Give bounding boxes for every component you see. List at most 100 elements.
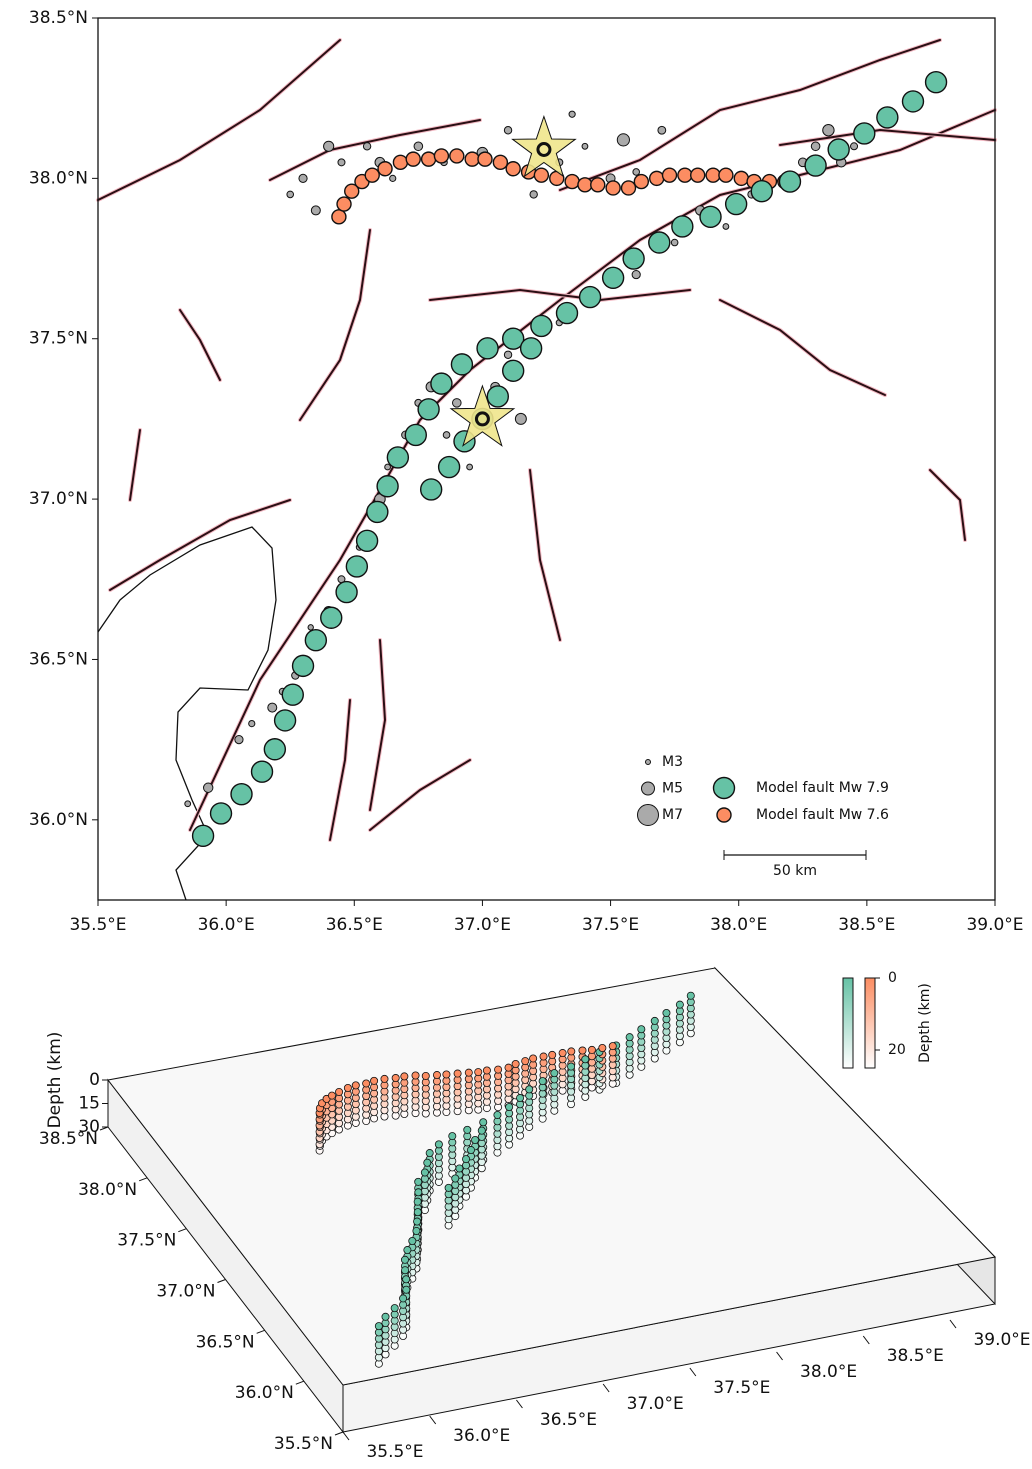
aftershock: [616, 133, 630, 147]
fault-patch: [403, 1246, 412, 1255]
fault-patch: [400, 1255, 409, 1264]
fault-point: [501, 359, 525, 382]
aftershock: [722, 223, 730, 230]
fault-point: [392, 154, 409, 171]
fault-patch: [412, 1226, 421, 1235]
fault-patch: [381, 1312, 390, 1321]
fault-point: [437, 455, 461, 479]
x-tick: [516, 1399, 523, 1409]
x-tick-label: 35.5°E: [69, 915, 126, 935]
fault-point: [230, 782, 253, 806]
fault-patch: [455, 1164, 464, 1173]
fault-point: [577, 177, 593, 193]
fault-point: [827, 138, 850, 161]
fault-point: [404, 423, 427, 447]
fault-patch: [482, 1066, 491, 1075]
fault-patch: [399, 1294, 408, 1303]
aftershock: [323, 140, 335, 152]
z-axis-label: Depth (km): [45, 1032, 65, 1129]
fault-point: [417, 398, 440, 421]
x-tick-label: 37.5°E: [713, 1378, 770, 1398]
y-tick-label: 36.5°N: [196, 1332, 255, 1352]
fault-patch: [539, 1052, 548, 1061]
fault-patch: [327, 1091, 336, 1100]
fault-patch: [451, 1174, 460, 1183]
fault-patch: [413, 1197, 422, 1206]
plot-3d: 35.5°E 36.0°E 36.5°E 37.0°E 37.5°E 38.0°E 38.5…: [39, 970, 1031, 1462]
fault-point: [209, 802, 233, 825]
fault-point: [718, 167, 734, 183]
x-tick-label: 36.0°E: [453, 1426, 510, 1446]
fault-point: [530, 314, 553, 338]
y-tick-label: 36.5°N: [29, 649, 88, 669]
size-legend-label: M3: [662, 754, 683, 770]
map-layer: 35.5°E 36.0°E 36.5°E 37.0°E 37.5°E 38.0°E 38.5…: [29, 8, 1024, 935]
fault-point: [649, 170, 665, 187]
y-tick-label: 37.0°N: [156, 1282, 215, 1302]
fault-patch: [567, 1062, 576, 1071]
fault-patch: [587, 1045, 596, 1054]
aftershock: [337, 158, 346, 167]
fault-patch: [466, 1146, 475, 1155]
epicenter-ring: [474, 411, 490, 427]
fault-patch: [504, 1063, 513, 1072]
fault-point: [901, 90, 925, 113]
y-tick-label: 37.5°N: [117, 1231, 176, 1251]
fault-point: [331, 209, 347, 225]
aftershock: [234, 735, 244, 745]
fault-patch: [477, 1126, 486, 1135]
aftershock: [810, 141, 821, 152]
x-tick: [429, 1415, 437, 1425]
fault-point: [924, 70, 948, 94]
fault-point: [377, 161, 393, 177]
fault-patch: [448, 1132, 457, 1141]
colorbar: [864, 977, 876, 1069]
aftershock: [568, 110, 576, 118]
legend-label: Model fault Mw 7.6: [756, 807, 889, 823]
fault-point: [492, 154, 509, 171]
fault-point: [336, 196, 352, 212]
x-tick: [862, 1335, 870, 1345]
size-legend-marker: [641, 781, 655, 796]
size-legend-marker: [645, 759, 651, 765]
y-tick: [334, 1431, 344, 1436]
aftershock: [670, 238, 679, 247]
fault-point: [750, 179, 773, 203]
aftershock: [529, 190, 538, 199]
box-top-face: [107, 967, 996, 1386]
fault-point: [633, 173, 650, 190]
fault-point: [405, 151, 421, 167]
z-tick-label: 0: [89, 1070, 100, 1090]
fault-patch: [650, 1016, 659, 1025]
x-tick-label: 38.0°E: [710, 915, 767, 935]
scale-bar-label: 50 km: [773, 863, 817, 879]
x-tick: [949, 1319, 957, 1329]
fault-patch: [370, 1076, 379, 1085]
fault-point: [876, 106, 899, 129]
aftershock: [503, 126, 513, 135]
fault-point: [519, 337, 543, 360]
fault-point: [578, 285, 602, 309]
aftershock: [389, 174, 397, 182]
fault-patch: [400, 1072, 409, 1081]
fault-patch: [335, 1087, 344, 1096]
fault-point: [733, 170, 749, 187]
z-tick-label: 15: [78, 1094, 100, 1114]
aftershock: [657, 125, 667, 135]
fault-patch: [548, 1050, 557, 1059]
fault-patch: [432, 1071, 441, 1080]
size-legend-label: M5: [662, 781, 683, 797]
fault-patch: [390, 1304, 399, 1313]
x-tick-label: 38.5°E: [887, 1346, 944, 1366]
x-tick-label: 39.0°E: [973, 1330, 1030, 1350]
fault-patch: [408, 1236, 417, 1245]
fault-point: [477, 151, 493, 167]
x-tick: [776, 1351, 783, 1361]
y-tick: [256, 1329, 265, 1334]
aftershock: [248, 720, 256, 728]
fault-point: [555, 301, 579, 325]
x-tick-label: 36.0°E: [198, 915, 255, 935]
fault-patch: [578, 1046, 587, 1055]
x-tick: [689, 1367, 697, 1377]
fault-point: [345, 555, 369, 578]
